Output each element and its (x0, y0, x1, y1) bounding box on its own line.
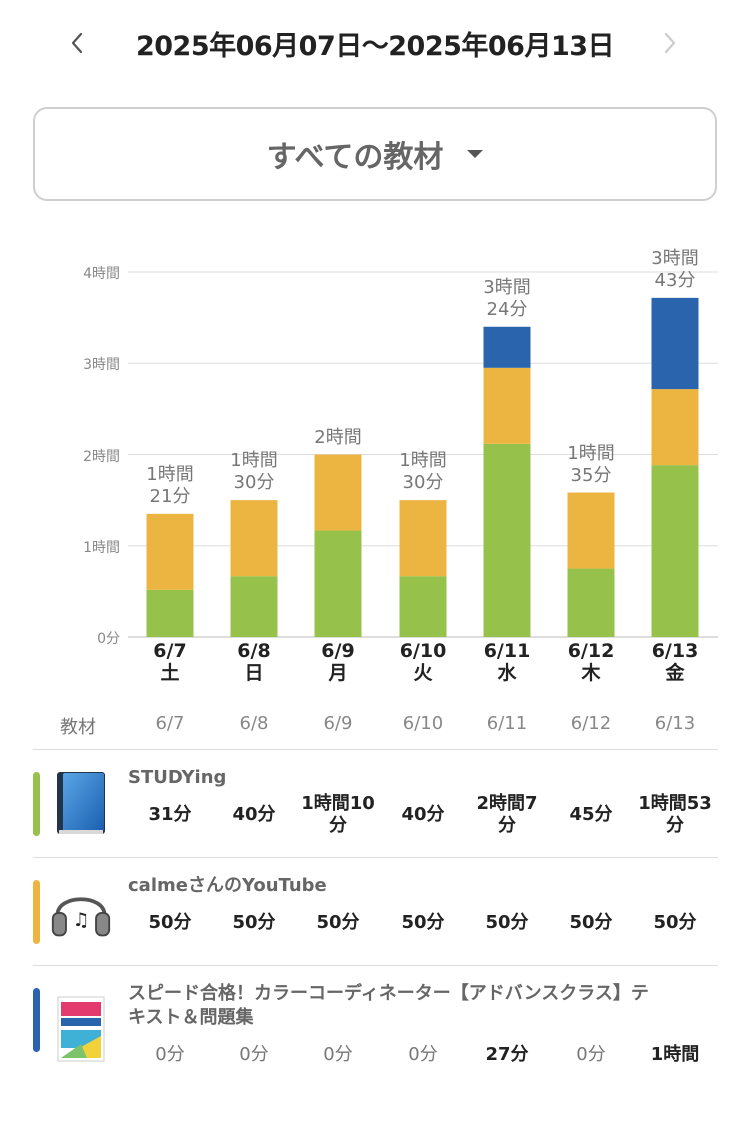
bar-total-label: 1時間 30分 (230, 450, 278, 494)
date-column-header: 6/8 (239, 713, 269, 734)
y-tick-label: 1時間 (83, 539, 120, 556)
bar-segment[interactable] (399, 500, 447, 577)
daily-time-value: 40分 (401, 804, 445, 825)
daily-time-value: 40分 (232, 804, 276, 825)
daily-time-value: 2時間7 分 (476, 793, 538, 836)
material-color-stripe (33, 772, 40, 836)
bar-segment[interactable] (230, 500, 278, 577)
bar-total-label: 1時間 21分 (146, 463, 194, 507)
book-icon (50, 770, 112, 836)
bar-segment[interactable] (399, 576, 447, 637)
daily-time-value: 0分 (239, 1044, 269, 1065)
chevron-left-icon (71, 32, 83, 54)
daily-time-value: 50分 (569, 912, 613, 933)
bar-total-label: 3時間 43分 (651, 247, 699, 291)
svg-text:♫: ♫ (73, 910, 90, 931)
material-name: calmeさんのYouTube (128, 875, 327, 896)
row-divider (33, 749, 718, 750)
daily-time-value: 1時間10 分 (301, 793, 375, 836)
material-row[interactable]: スピード合格！カラーコーディネーター【アドバンスクラス】テ キスト＆問題集 0分 0… (0, 966, 750, 1076)
daily-time-value: 1時間 (650, 1044, 700, 1065)
bar-segment[interactable] (567, 492, 615, 569)
x-tick-label: 6/12 木 (567, 640, 615, 684)
daily-time-value: 45分 (569, 804, 613, 825)
y-tick-label: 3時間 (83, 357, 120, 374)
headphones-icon: ♫ (50, 878, 112, 944)
daily-time-value: 0分 (576, 1044, 606, 1065)
week-header: 2025年06月07日～2025年06月13日 (0, 0, 750, 90)
bar-total-label: 3時間 24分 (483, 276, 531, 320)
date-column-header: 6/10 (402, 713, 444, 734)
date-column-header: 6/7 (155, 713, 185, 734)
date-column-header: 6/11 (486, 713, 528, 734)
bar-total-label: 2時間 (314, 426, 362, 448)
bar-segment[interactable] (483, 326, 531, 368)
date-column-header: 6/13 (654, 713, 696, 734)
next-week-button[interactable] (655, 26, 685, 60)
material-name: スピード合格！カラーコーディネーター【アドバンスクラス】テ キスト＆問題集 (128, 983, 649, 1028)
date-column-header: 6/12 (570, 713, 612, 734)
daily-time-value: 50分 (232, 912, 276, 933)
x-tick-label: 6/7 土 (153, 640, 187, 684)
chart-canvas (128, 271, 718, 638)
bar-segment[interactable] (314, 530, 362, 637)
bar-segment[interactable] (651, 465, 699, 637)
daily-time-value: 0分 (408, 1044, 438, 1065)
daily-time-value: 0分 (155, 1044, 185, 1065)
y-tick-label: 0分 (97, 631, 120, 647)
material-name: STUDYing (128, 767, 227, 788)
material-filter-label: すべての教材 (266, 140, 444, 175)
bar-segment[interactable] (483, 443, 531, 637)
x-tick-label: 6/13 金 (651, 640, 699, 684)
x-tick-label: 6/10 火 (399, 640, 447, 684)
bar-segment[interactable] (483, 367, 531, 444)
material-column-header: 教材 (60, 717, 96, 738)
x-tick-label: 6/8 日 (237, 640, 271, 684)
prev-week-button[interactable] (62, 26, 92, 60)
material-row[interactable]: STUDYing 31分 40分 1時間10 分 40分 2時間7 分 45分 1時間53 分 (0, 750, 750, 858)
bar-segment[interactable] (146, 589, 194, 637)
daily-time-value: 0分 (323, 1044, 353, 1065)
daily-time-value: 31分 (148, 804, 192, 825)
table-header: 教材 6/7 6/8 6/9 6/10 6/11 6/12 6/13 (0, 705, 750, 749)
material-color-stripe (33, 988, 40, 1052)
study-time-chart: 0分 1時間 2時間 3時間 4時間 1時間 21分 6/7 土 1時間 30分 6/8 日 2時… (0, 230, 750, 700)
textbook-cover-icon (50, 996, 112, 1062)
y-tick-label: 4時間 (83, 266, 120, 282)
bar-segment[interactable] (314, 454, 362, 531)
bar-segment[interactable] (230, 576, 278, 637)
daily-time-value: 1時間53 分 (638, 793, 712, 836)
material-color-stripe (33, 880, 40, 944)
y-tick-label: 2時間 (83, 448, 120, 465)
bar-segment[interactable] (146, 513, 194, 590)
x-tick-label: 6/9 月 (321, 640, 355, 684)
bar-segment[interactable] (567, 568, 615, 637)
caret-down-icon (467, 150, 484, 158)
bar-total-label: 1時間 35分 (567, 442, 615, 486)
chevron-right-icon (664, 32, 676, 54)
row-divider (33, 857, 718, 858)
row-divider (33, 965, 718, 966)
daily-time-value: 50分 (485, 912, 529, 933)
daily-time-value: 50分 (653, 912, 697, 933)
daily-time-value: 50分 (316, 912, 360, 933)
date-column-header: 6/9 (323, 713, 353, 734)
material-filter-dropdown[interactable]: すべての教材 (33, 107, 717, 201)
daily-time-value: 50分 (401, 912, 445, 933)
daily-time-value: 50分 (148, 912, 192, 933)
bar-total-label: 1時間 30分 (399, 450, 447, 494)
bar-segment[interactable] (651, 297, 699, 390)
daily-time-value: 27分 (485, 1044, 529, 1065)
date-range-title: 2025年06月07日～2025年06月13日 (135, 31, 615, 62)
x-tick-label: 6/11 水 (483, 640, 531, 684)
bar-segment[interactable] (651, 389, 699, 466)
material-row[interactable]: ♫ calmeさんのYouTube 50分 50分 50分 50分 50分 50分 50分 (0, 858, 750, 966)
